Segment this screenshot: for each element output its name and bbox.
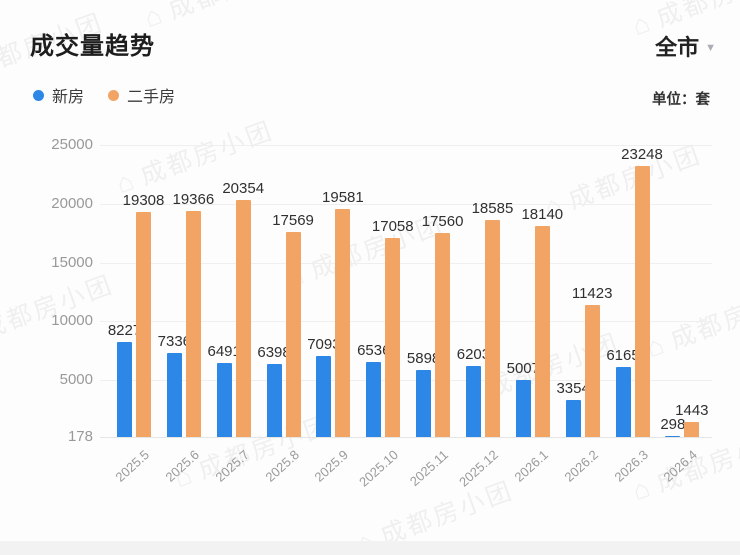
bar-new-home-2025.11[interactable] [416, 369, 432, 437]
bar-resale-home-2025.7[interactable] [235, 199, 251, 437]
bar-resale-home-2026.2[interactable] [584, 304, 600, 437]
bar-value-label: 17058 [371, 218, 414, 236]
watermark-text: 成都房小团 [653, 0, 740, 33]
bar-value-label: 6491 [207, 342, 241, 360]
legend-dot-resale-home [108, 89, 120, 101]
bar-value-label: 18585 [471, 200, 514, 218]
bar-new-home-2026.1[interactable] [515, 380, 531, 437]
bar-value-label: 5898 [406, 349, 441, 367]
bar-resale-home-2025.8[interactable] [285, 232, 301, 437]
legend-label: 二手房 [127, 89, 176, 106]
x-axis-tick-label: 2025.12 [456, 447, 501, 490]
bar-value-label: 6203 [456, 346, 491, 364]
bar-value-label: 7336 [157, 332, 192, 350]
bar-new-home-2026.4[interactable] [665, 435, 681, 437]
bar-resale-home-2025.12[interactable] [484, 220, 500, 437]
bar-resale-home-2025.9[interactable] [335, 208, 351, 437]
card-bottom-edge [0, 541, 740, 555]
chevron-down-icon: ▼ [705, 42, 716, 54]
bar-new-home-2025.9[interactable] [316, 355, 332, 437]
x-axis-tick-label: 2025.11 [406, 447, 452, 489]
legend-item-resale-home[interactable]: 二手房 [108, 83, 175, 107]
bar-value-label: 23248 [621, 145, 663, 163]
bar-resale-home-2025.10[interactable] [385, 238, 401, 437]
bar-resale-home-2025.5[interactable] [136, 211, 151, 437]
bar-new-home-2026.3[interactable] [615, 366, 631, 437]
x-axis-tick-label: 2026.4 [660, 447, 701, 485]
gridline [100, 262, 712, 264]
region-selector-label: 全市 [655, 35, 700, 60]
bar-value-label: 6536 [357, 342, 391, 360]
page-title: 成交量趋势 [30, 33, 155, 60]
bar-resale-home-2026.3[interactable] [634, 165, 650, 437]
watermark-text: 成都房小团 [165, 0, 306, 25]
plot-area: 8227 19308 7336 19366 6491 20354 6398 17569 7093… [100, 145, 712, 438]
bar-value-label: 18140 [521, 205, 564, 223]
unit-label: 单位：套 [652, 92, 710, 108]
bar-resale-home-2026.1[interactable] [534, 225, 550, 437]
brand-watermark: ⌂成都房小团 [139, 0, 307, 35]
bar-value-label: 20354 [222, 179, 265, 197]
house-hexagon-logo-icon: ⌂ [628, 471, 657, 507]
legend-dot-new-home [33, 89, 44, 101]
region-selector[interactable]: 全市 ▼ [655, 30, 716, 62]
bar-value-label: 3354 [556, 379, 590, 397]
x-axis-tick-label: 2025.10 [356, 447, 402, 490]
x-axis-tick-label: 2026.3 [610, 447, 651, 485]
bar-new-home-2025.12[interactable] [465, 366, 481, 437]
bar-value-label: 8227 [107, 322, 142, 340]
bar-value-label: 17569 [272, 212, 314, 230]
y-axis-tick-label: 20000 [51, 194, 93, 212]
bar-value-label: 19581 [322, 188, 364, 206]
y-axis-tick-label: 25000 [51, 136, 93, 153]
gridline [100, 203, 712, 205]
bar-value-label: 1443 [675, 402, 709, 420]
x-axis-tick-label: 2025.7 [212, 447, 252, 485]
bar-new-home-2025.5[interactable] [117, 342, 132, 437]
x-axis-tick-label: 2026.2 [561, 447, 601, 485]
legend-item-new-home[interactable]: 新房 [33, 83, 84, 107]
bar-value-label: 5007 [506, 360, 540, 378]
y-axis-tick-label: 10000 [51, 312, 93, 330]
bar-value-label: 7093 [307, 335, 341, 353]
bar-value-label: 19308 [122, 191, 165, 209]
watermark-text: 成都房小团 [376, 476, 518, 551]
bar-new-home-2026.2[interactable] [565, 399, 581, 437]
bar-value-label: 11423 [571, 284, 613, 302]
chart-legend: 新房 二手房 [33, 83, 175, 107]
gridline [100, 145, 712, 146]
bar-value-label: 19366 [172, 191, 215, 209]
bar-value-label: 298 [660, 415, 686, 433]
bar-resale-home-2026.4[interactable] [684, 422, 700, 437]
bar-value-label: 6165 [606, 346, 640, 364]
x-axis-tick-label: 2025.6 [162, 447, 202, 485]
gridline [100, 380, 712, 382]
legend-label: 新房 [52, 89, 85, 106]
bar-new-home-2025.6[interactable] [166, 352, 182, 437]
gridline [100, 321, 712, 323]
y-axis-tick-label: 15000 [51, 253, 93, 271]
bar-resale-home-2025.11[interactable] [435, 232, 451, 437]
x-axis-tick-label: 2025.5 [112, 447, 153, 485]
bar-new-home-2025.8[interactable] [266, 363, 282, 437]
bar-resale-home-2025.6[interactable] [185, 211, 201, 437]
x-axis-tick-label: 2025.9 [311, 447, 352, 485]
y-axis-tick-label: 5000 [59, 371, 93, 389]
bar-value-label: 17560 [421, 212, 464, 230]
y-axis-tick-label: 178 [67, 428, 93, 445]
bar-new-home-2025.10[interactable] [366, 362, 382, 437]
x-axis-tick-label: 2026.1 [511, 447, 551, 485]
x-axis-tick-label: 2025.8 [261, 447, 302, 485]
bar-value-label: 6398 [257, 343, 291, 361]
bar-new-home-2025.7[interactable] [216, 362, 232, 437]
house-hexagon-logo-icon: ⌂ [628, 6, 657, 42]
